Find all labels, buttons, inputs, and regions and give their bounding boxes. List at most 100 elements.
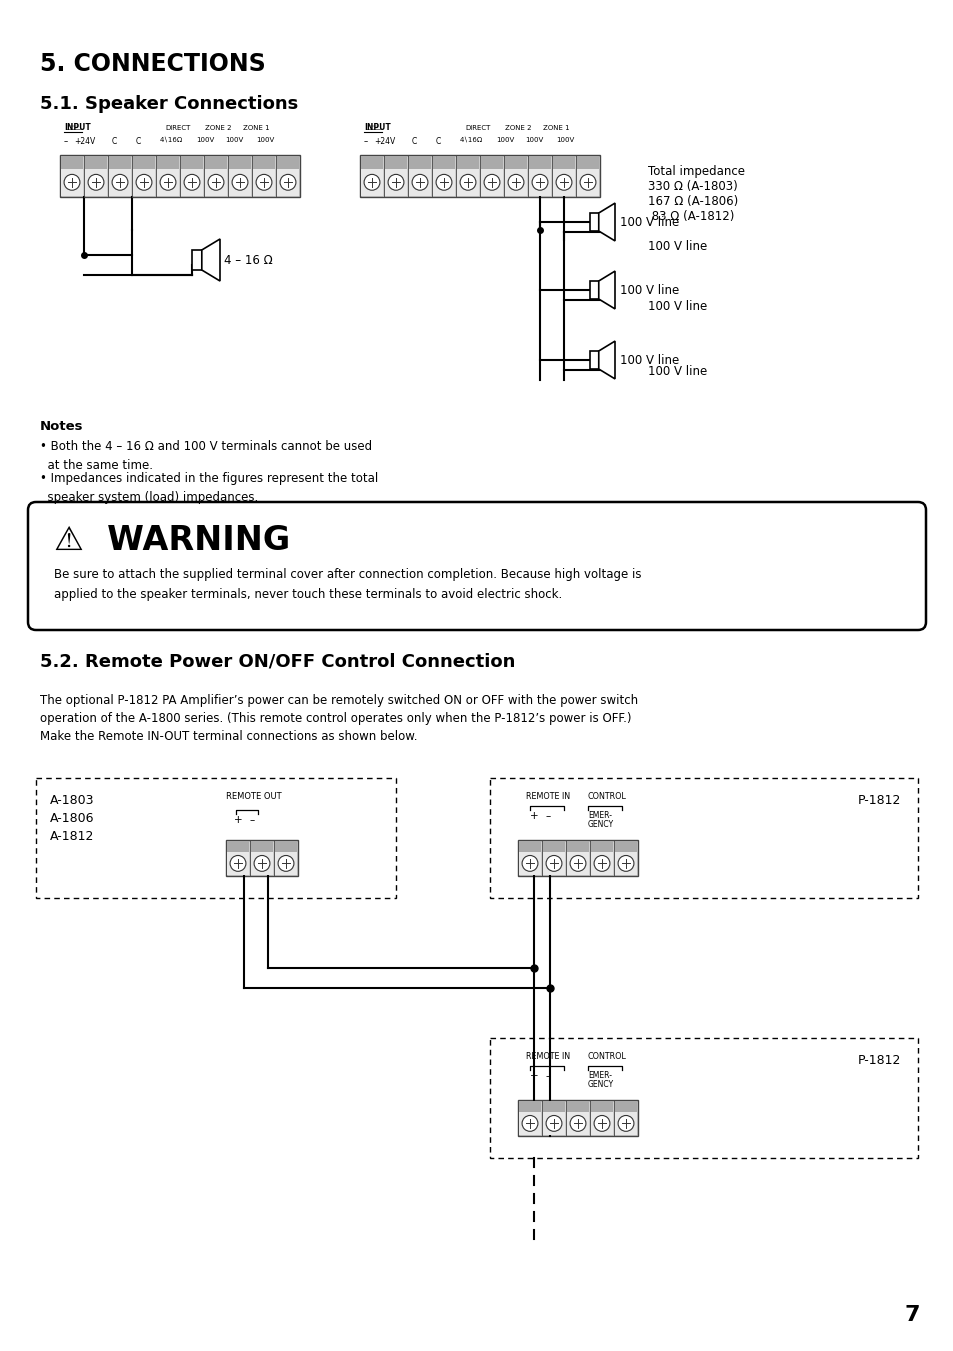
Text: 4 – 16 Ω: 4 – 16 Ω bbox=[224, 254, 273, 266]
Text: 5. CONNECTIONS: 5. CONNECTIONS bbox=[40, 51, 266, 76]
Circle shape bbox=[570, 855, 585, 871]
Circle shape bbox=[545, 1116, 561, 1131]
Text: A-1803: A-1803 bbox=[50, 794, 94, 807]
Bar bbox=[529, 169, 551, 196]
Bar bbox=[480, 169, 502, 196]
Bar bbox=[109, 155, 131, 169]
Text: GENCY: GENCY bbox=[587, 820, 614, 830]
Text: 100 V line: 100 V line bbox=[619, 216, 679, 228]
Bar bbox=[456, 169, 478, 196]
Bar bbox=[157, 155, 179, 169]
Text: 100 V line: 100 V line bbox=[647, 300, 706, 313]
Bar bbox=[615, 842, 637, 851]
Circle shape bbox=[388, 174, 403, 190]
Bar bbox=[192, 250, 202, 270]
Text: CONTROL: CONTROL bbox=[587, 792, 626, 801]
Bar bbox=[157, 169, 179, 196]
Bar bbox=[181, 169, 203, 196]
Circle shape bbox=[618, 855, 633, 871]
Text: 4∖16Ω: 4∖16Ω bbox=[160, 136, 183, 143]
Text: 100V: 100V bbox=[225, 136, 243, 143]
Bar bbox=[518, 842, 540, 851]
Bar bbox=[553, 169, 575, 196]
Bar bbox=[227, 842, 249, 851]
Bar bbox=[251, 851, 273, 875]
Text: REMOTE IN: REMOTE IN bbox=[525, 1052, 570, 1061]
Text: A-1806: A-1806 bbox=[50, 812, 94, 825]
Circle shape bbox=[521, 855, 537, 871]
Bar bbox=[359, 155, 599, 197]
Bar bbox=[385, 155, 407, 169]
Circle shape bbox=[160, 174, 175, 190]
Text: 83 Ω (A-1812): 83 Ω (A-1812) bbox=[647, 209, 734, 223]
Circle shape bbox=[280, 174, 295, 190]
Circle shape bbox=[483, 174, 499, 190]
Bar bbox=[61, 169, 83, 196]
Text: ZONE 2: ZONE 2 bbox=[504, 126, 531, 131]
Bar bbox=[132, 169, 154, 196]
Bar bbox=[409, 155, 431, 169]
Bar bbox=[504, 169, 526, 196]
Bar bbox=[253, 169, 274, 196]
Circle shape bbox=[230, 855, 246, 871]
Circle shape bbox=[570, 1116, 585, 1131]
Circle shape bbox=[112, 174, 128, 190]
Text: 100V: 100V bbox=[524, 136, 542, 143]
Bar bbox=[590, 842, 613, 851]
Text: C: C bbox=[112, 136, 117, 146]
Text: +24V: +24V bbox=[374, 136, 395, 146]
Text: The optional P-1812 PA Amplifier’s power can be remotely switched ON or OFF with: The optional P-1812 PA Amplifier’s power… bbox=[40, 694, 638, 707]
Text: CONTROL: CONTROL bbox=[587, 1052, 626, 1061]
Text: ZONE 2: ZONE 2 bbox=[205, 126, 232, 131]
Text: C: C bbox=[436, 136, 441, 146]
Text: INPUT: INPUT bbox=[64, 123, 91, 132]
Bar bbox=[542, 1101, 564, 1112]
Bar bbox=[577, 169, 598, 196]
Bar bbox=[360, 155, 382, 169]
Text: +: + bbox=[530, 811, 538, 821]
Text: ⚠  WARNING: ⚠ WARNING bbox=[54, 524, 290, 557]
Text: C: C bbox=[136, 136, 141, 146]
Bar bbox=[480, 155, 502, 169]
Bar bbox=[566, 842, 588, 851]
Bar bbox=[251, 842, 273, 851]
Circle shape bbox=[436, 174, 452, 190]
Circle shape bbox=[255, 174, 272, 190]
Polygon shape bbox=[202, 239, 220, 281]
Text: A-1812: A-1812 bbox=[50, 830, 94, 843]
Circle shape bbox=[136, 174, 152, 190]
Bar bbox=[433, 155, 455, 169]
Text: Total impedance: Total impedance bbox=[647, 165, 744, 178]
Polygon shape bbox=[598, 340, 615, 378]
Bar bbox=[518, 1112, 540, 1135]
Bar bbox=[61, 155, 83, 169]
Text: 167 Ω (A-1806): 167 Ω (A-1806) bbox=[647, 195, 738, 208]
Bar bbox=[542, 851, 564, 875]
Bar bbox=[229, 155, 251, 169]
Text: • Both the 4 – 16 Ω and 100 V terminals cannot be used
  at the same time.: • Both the 4 – 16 Ω and 100 V terminals … bbox=[40, 440, 372, 471]
Circle shape bbox=[184, 174, 200, 190]
Text: 330 Ω (A-1803): 330 Ω (A-1803) bbox=[647, 180, 737, 193]
Bar bbox=[205, 169, 227, 196]
Bar bbox=[615, 851, 637, 875]
Text: –: – bbox=[545, 1071, 551, 1081]
Text: GENCY: GENCY bbox=[587, 1079, 614, 1089]
Bar bbox=[490, 778, 917, 898]
Bar bbox=[577, 155, 598, 169]
Text: EMER-: EMER- bbox=[587, 1071, 612, 1079]
Circle shape bbox=[508, 174, 523, 190]
Text: 100 V line: 100 V line bbox=[647, 240, 706, 253]
Bar bbox=[274, 842, 296, 851]
Circle shape bbox=[208, 174, 224, 190]
Bar bbox=[132, 155, 154, 169]
FancyBboxPatch shape bbox=[28, 503, 925, 630]
Bar bbox=[205, 155, 227, 169]
Bar bbox=[36, 778, 395, 898]
Bar bbox=[542, 842, 564, 851]
Bar bbox=[589, 213, 598, 231]
Text: Make the Remote IN-OUT terminal connections as shown below.: Make the Remote IN-OUT terminal connecti… bbox=[40, 730, 417, 743]
Text: –: – bbox=[64, 136, 69, 146]
Bar bbox=[227, 851, 249, 875]
Circle shape bbox=[88, 174, 104, 190]
Text: 7: 7 bbox=[903, 1305, 919, 1325]
